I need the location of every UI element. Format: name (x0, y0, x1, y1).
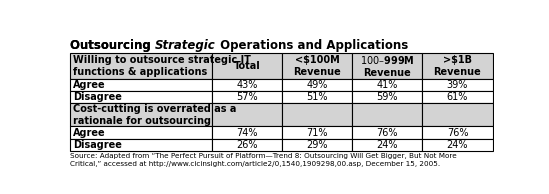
Text: $100–$999M
Revenue: $100–$999M Revenue (360, 54, 414, 78)
Bar (282, 126, 352, 139)
Bar (352, 91, 422, 103)
Text: 39%: 39% (447, 80, 468, 90)
Text: 76%: 76% (377, 128, 398, 138)
Text: 29%: 29% (306, 140, 328, 150)
Text: Disagree: Disagree (73, 92, 122, 102)
Text: Disagree: Disagree (73, 140, 122, 150)
Text: 61%: 61% (447, 92, 468, 102)
Bar (70, 91, 212, 103)
Text: Operations and Applications: Operations and Applications (216, 39, 408, 52)
Bar (282, 103, 352, 126)
Bar (422, 139, 492, 151)
Text: Total: Total (234, 61, 260, 71)
Bar (212, 126, 282, 139)
Bar (282, 53, 352, 79)
Bar (70, 139, 212, 151)
Text: 59%: 59% (377, 92, 398, 102)
Bar (282, 139, 352, 151)
Text: 26%: 26% (236, 140, 258, 150)
Bar (212, 103, 282, 126)
Bar (212, 139, 282, 151)
Text: 74%: 74% (236, 128, 258, 138)
Bar (352, 53, 422, 79)
Text: Agree: Agree (73, 80, 106, 90)
Text: <$100M
Revenue: <$100M Revenue (293, 55, 341, 77)
Text: 76%: 76% (447, 128, 468, 138)
Bar (422, 103, 492, 126)
Text: 57%: 57% (236, 92, 258, 102)
Bar (352, 79, 422, 91)
Bar (422, 91, 492, 103)
Text: 71%: 71% (306, 128, 328, 138)
Text: Agree: Agree (73, 128, 106, 138)
Bar (352, 139, 422, 151)
Text: Outsourcing: Outsourcing (70, 39, 155, 52)
Bar (212, 79, 282, 91)
Bar (212, 53, 282, 79)
Text: 43%: 43% (237, 80, 258, 90)
Text: Source: Adapted from “The Perfect Pursuit of Platform—Trend 8: Outsourcing Will : Source: Adapted from “The Perfect Pursui… (70, 153, 457, 167)
Text: 49%: 49% (306, 80, 328, 90)
Text: 24%: 24% (377, 140, 398, 150)
Text: 51%: 51% (306, 92, 328, 102)
Bar (70, 79, 212, 91)
Text: Strategic: Strategic (155, 39, 216, 52)
Bar (282, 91, 352, 103)
Bar (70, 53, 212, 79)
Text: Cost-cutting is overrated as a
rationale for outsourcing: Cost-cutting is overrated as a rationale… (73, 104, 237, 126)
Text: Outsourcing: Outsourcing (70, 39, 155, 52)
Bar (352, 126, 422, 139)
Bar (352, 103, 422, 126)
Bar (282, 79, 352, 91)
Bar (70, 126, 212, 139)
Bar (422, 79, 492, 91)
Bar (422, 53, 492, 79)
Bar (70, 103, 212, 126)
Text: 41%: 41% (377, 80, 398, 90)
Bar (422, 126, 492, 139)
Text: >$1B
Revenue: >$1B Revenue (434, 55, 481, 77)
Bar (212, 91, 282, 103)
Text: 24%: 24% (447, 140, 468, 150)
Text: Willing to outsource strategic IT
functions & applications: Willing to outsource strategic IT functi… (73, 55, 251, 77)
